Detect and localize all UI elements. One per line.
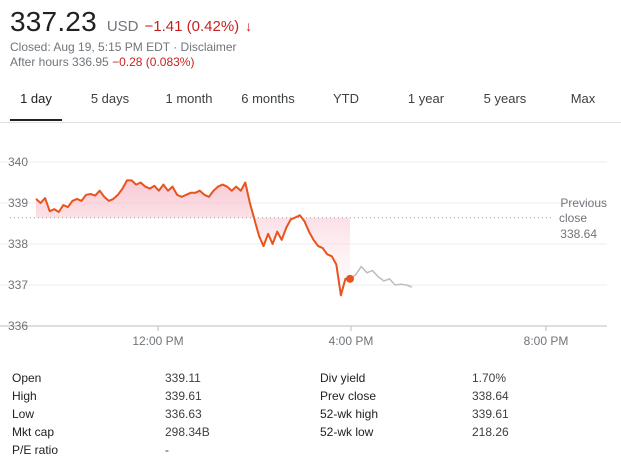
tab-5-years[interactable]: 5 years (483, 91, 527, 106)
stat-value-prev-close: 338.64 (472, 389, 509, 403)
range-tabs: 1 day 5 days 1 month 6 months YTD 1 year… (0, 86, 621, 122)
x-tick-label: 4:00 PM (329, 334, 374, 348)
stat-label-open: Open (12, 371, 42, 385)
tab-max[interactable]: Max (570, 91, 596, 106)
y-tick-label: 340 (8, 155, 28, 169)
y-tick-label: 338 (8, 237, 28, 251)
stat-value-pe-ratio: - (165, 443, 169, 457)
tab-1-month[interactable]: 1 month (165, 91, 213, 106)
price-row: 337.23 USD −1.41 (0.42%) ↓ (10, 6, 610, 38)
y-tick-label: 336 (8, 319, 28, 333)
stat-label-mkt-cap: Mkt cap (12, 425, 55, 439)
tabs-divider (0, 122, 621, 123)
after-hours-label: After hours 336.95 (10, 55, 109, 69)
stat-value-div-yield: 1.70% (472, 371, 507, 385)
x-tick-label: 12:00 PM (132, 334, 183, 348)
after-hours-row: After hours 336.95 −0.28 (0.083%) (10, 55, 610, 70)
stat-label-prev-close: Prev close (320, 389, 377, 403)
stat-value-low: 336.63 (165, 407, 202, 421)
previous-close-value: 338.64 (560, 227, 597, 241)
previous-close-label-2: close (559, 211, 587, 225)
current-price: 337.23 (10, 6, 97, 37)
last-price-dot[interactable] (346, 274, 354, 283)
tab-1-day[interactable]: 1 day (20, 91, 52, 106)
stat-value-mkt-cap: 298.34B (165, 425, 210, 439)
stat-label-high: High (12, 389, 37, 403)
stat-value-open: 339.11 (165, 371, 201, 385)
price-chart: 340 339 338 337 336 Previous close 338.64 12… (0, 155, 607, 348)
stat-label-low: Low (12, 407, 35, 421)
closed-status: Closed: Aug 19, 5:15 PM EDT · Disclaimer (10, 40, 237, 54)
y-tick-label: 337 (8, 278, 28, 292)
after-hours-line (349, 265, 413, 288)
stat-value-52wk-low: 218.26 (472, 425, 509, 439)
tab-ytd[interactable]: YTD (333, 91, 359, 106)
x-tick-label: 8:00 PM (524, 334, 569, 348)
tab-1-year[interactable]: 1 year (407, 91, 445, 106)
price-change: −1.41 (0.42%) (144, 18, 240, 35)
currency-label: USD (106, 18, 139, 35)
previous-close-label-1: Previous (560, 196, 607, 210)
quote-header: 337.23 USD −1.41 (0.42%) ↓ Closed: Aug 1… (10, 6, 610, 70)
price-area-fill (36, 180, 350, 296)
stat-label-52wk-low: 52-wk low (320, 425, 374, 439)
tab-5-days[interactable]: 5 days (90, 91, 130, 106)
tab-6-months[interactable]: 6 months (241, 91, 295, 106)
after-hours-change: −0.28 (0.083%) (112, 55, 195, 69)
stat-label-52wk-high: 52-wk high (320, 407, 379, 421)
down-arrow-icon: ↓ (245, 18, 253, 34)
stat-label-pe-ratio: P/E ratio (12, 443, 59, 457)
y-tick-label: 339 (8, 196, 28, 210)
stat-label-div-yield: Div yield (320, 371, 366, 385)
price-line (35, 179, 350, 297)
stat-value-high: 339.61 (165, 389, 202, 403)
active-tab-indicator (10, 119, 62, 121)
stat-value-52wk-high: 339.61 (472, 407, 509, 421)
